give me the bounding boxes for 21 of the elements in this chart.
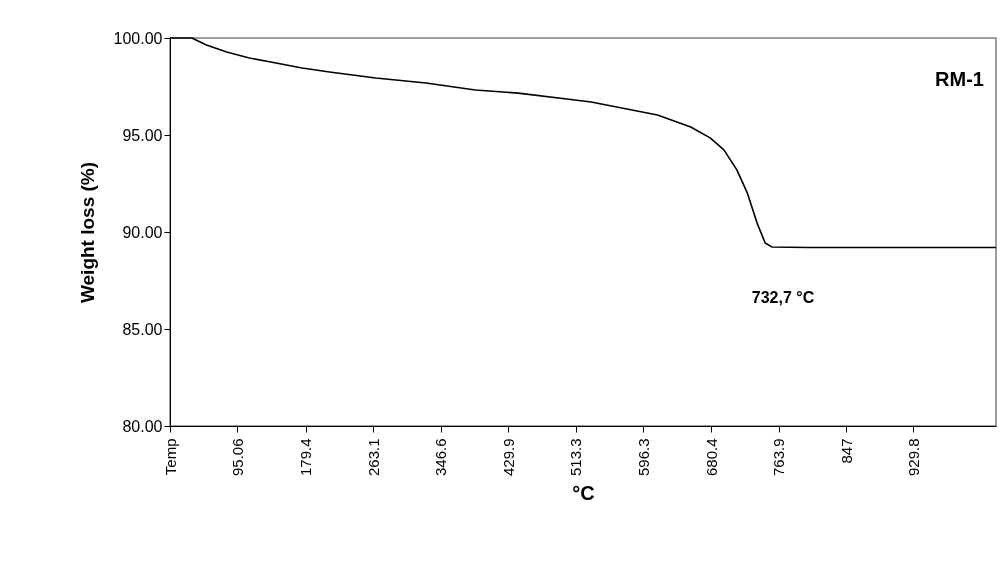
annotation: RM-1 (935, 68, 984, 90)
x-tick-label: 763.9 (770, 438, 788, 477)
y-tick-label: 100.00 (113, 29, 163, 47)
x-tick-label: 263.1 (364, 438, 382, 477)
x-tick-label: 680.4 (702, 438, 720, 477)
x-axis-title: °C (572, 482, 595, 505)
x-tick-label: 929.8 (904, 438, 922, 477)
x-tick-label: 346.6 (432, 438, 450, 477)
x-tick-label: 95.06 (228, 438, 246, 477)
x-tick-label: 429.9 (499, 438, 517, 477)
x-tick-label: 847 (837, 438, 855, 464)
y-tick-label: 95.00 (122, 126, 163, 144)
y-axis-title: Weight loss (%) (76, 161, 98, 304)
y-tick-label: 85.00 (122, 320, 163, 338)
annotation: 732,7 °C (751, 289, 815, 306)
x-tick-label: 513.3 (567, 438, 585, 477)
x-tick-label: Temp (161, 438, 179, 476)
y-tick-label: 90.00 (122, 223, 163, 241)
x-tick-label: 596.3 (634, 438, 652, 477)
y-tick-label: 80.00 (122, 417, 163, 435)
x-tick-label: 179.4 (297, 438, 315, 477)
